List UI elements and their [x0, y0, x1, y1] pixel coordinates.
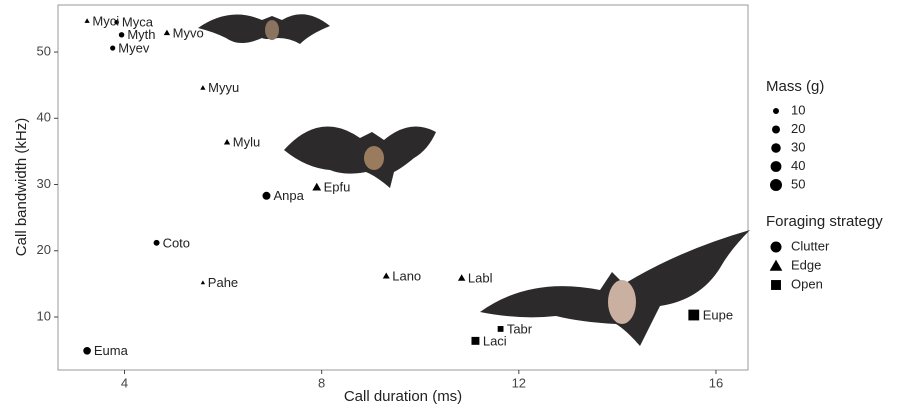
- point: [457, 274, 466, 281]
- point-label: Epfu: [324, 180, 351, 195]
- shape-legend-label: Open: [791, 276, 823, 291]
- point-label: Mylu: [233, 135, 260, 150]
- point: [223, 138, 231, 145]
- x-axis-title: Call duration (ms): [344, 388, 462, 405]
- y-tick-label: 20: [37, 242, 51, 257]
- point-label: Myvo: [173, 25, 204, 40]
- shape-legend-title: Foraging strategy: [766, 213, 883, 230]
- point-label: Myth: [127, 27, 155, 42]
- point: [83, 346, 91, 355]
- point: [688, 309, 700, 321]
- point-label: Myci: [92, 13, 119, 28]
- point: [153, 239, 160, 246]
- point-label: Coto: [163, 235, 190, 250]
- bat-image: [198, 14, 750, 346]
- size-legend-key: [770, 161, 782, 172]
- y-tick-label: 10: [37, 308, 51, 323]
- size-legend-label: 30: [791, 139, 805, 154]
- size-legend-label: 10: [791, 102, 805, 117]
- point-label: Anpa: [273, 188, 304, 203]
- point: [262, 191, 271, 200]
- y-axis-title: Call bandwidth (kHz): [13, 118, 30, 256]
- point: [312, 182, 322, 191]
- point: [200, 280, 206, 285]
- point: [200, 85, 206, 90]
- size-legend-label: 40: [791, 158, 805, 173]
- size-legend-title: Mass (g): [766, 78, 824, 95]
- point: [110, 45, 116, 51]
- x-tick-label: 8: [318, 375, 325, 390]
- shape-legend-label: Edge: [791, 257, 821, 272]
- point-label: Euma: [94, 343, 129, 358]
- shape-legend-key: [771, 280, 781, 290]
- size-legend-key: [771, 143, 781, 153]
- point: [84, 18, 90, 23]
- y-tick-label: 40: [37, 110, 51, 125]
- x-tick-label: 16: [709, 375, 723, 390]
- size-legend-label: 20: [791, 121, 805, 136]
- y-tick-label: 30: [37, 176, 51, 191]
- point: [497, 326, 504, 332]
- point-label: Tabr: [507, 321, 533, 336]
- point: [118, 32, 125, 38]
- point: [114, 19, 119, 25]
- point: [382, 272, 390, 279]
- x-tick-label: 4: [121, 375, 128, 390]
- point-label: Myca: [122, 15, 154, 30]
- point-label: Pahe: [208, 275, 238, 290]
- panel-border: [57, 4, 749, 371]
- x-tick-label: 12: [512, 375, 526, 390]
- point-label: Laci: [483, 333, 507, 348]
- point-label: Myev: [118, 40, 150, 55]
- point-label: Labl: [468, 270, 493, 285]
- y-tick-label: 50: [37, 43, 51, 58]
- size-legend-key: [771, 125, 781, 134]
- shape-legend-label: Clutter: [791, 238, 830, 253]
- point-label: Lano: [392, 268, 421, 283]
- size-legend-key: [770, 179, 782, 191]
- size-legend-label: 50: [791, 176, 805, 191]
- point-label: Eupe: [703, 307, 733, 322]
- shape-legend-key: [770, 241, 782, 253]
- point-label: Myyu: [208, 80, 239, 95]
- size-legend-key: [773, 108, 779, 114]
- point: [163, 29, 171, 36]
- shape-legend-key: [769, 259, 783, 271]
- point: [471, 336, 480, 345]
